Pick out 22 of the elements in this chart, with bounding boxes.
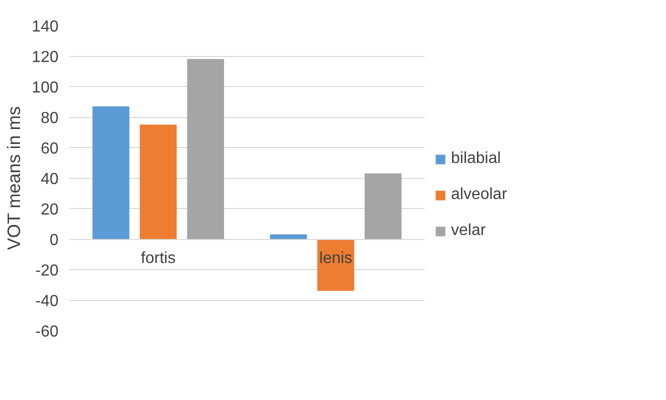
y-tick-label: -60: [35, 324, 59, 340]
y-tick-label: 20: [40, 202, 59, 218]
bar: [140, 124, 177, 239]
y-tick-label: 80: [40, 110, 59, 127]
bar: [270, 234, 307, 239]
y-tick-label: 60: [40, 140, 59, 158]
y-tick-label: -40: [35, 293, 59, 310]
y-axis-title: VOT means in ms: [4, 106, 24, 250]
legend-label: bilabial: [451, 150, 501, 168]
y-tick-label: 140: [32, 18, 59, 36]
x-tick-label: lenis: [319, 250, 352, 267]
legend-label: velar: [451, 222, 486, 240]
y-tick-label: 120: [32, 49, 59, 66]
bar: [92, 106, 130, 239]
y-tick-label: 100: [32, 80, 59, 96]
x-tick-label: fortis: [140, 250, 176, 267]
y-tick-label: 0: [50, 232, 59, 249]
y-tick-label: 40: [40, 171, 59, 188]
bar: [187, 59, 224, 239]
y-tick-label: -20: [35, 262, 59, 280]
legend-label: alveolar: [451, 186, 508, 204]
bar: [364, 173, 402, 239]
